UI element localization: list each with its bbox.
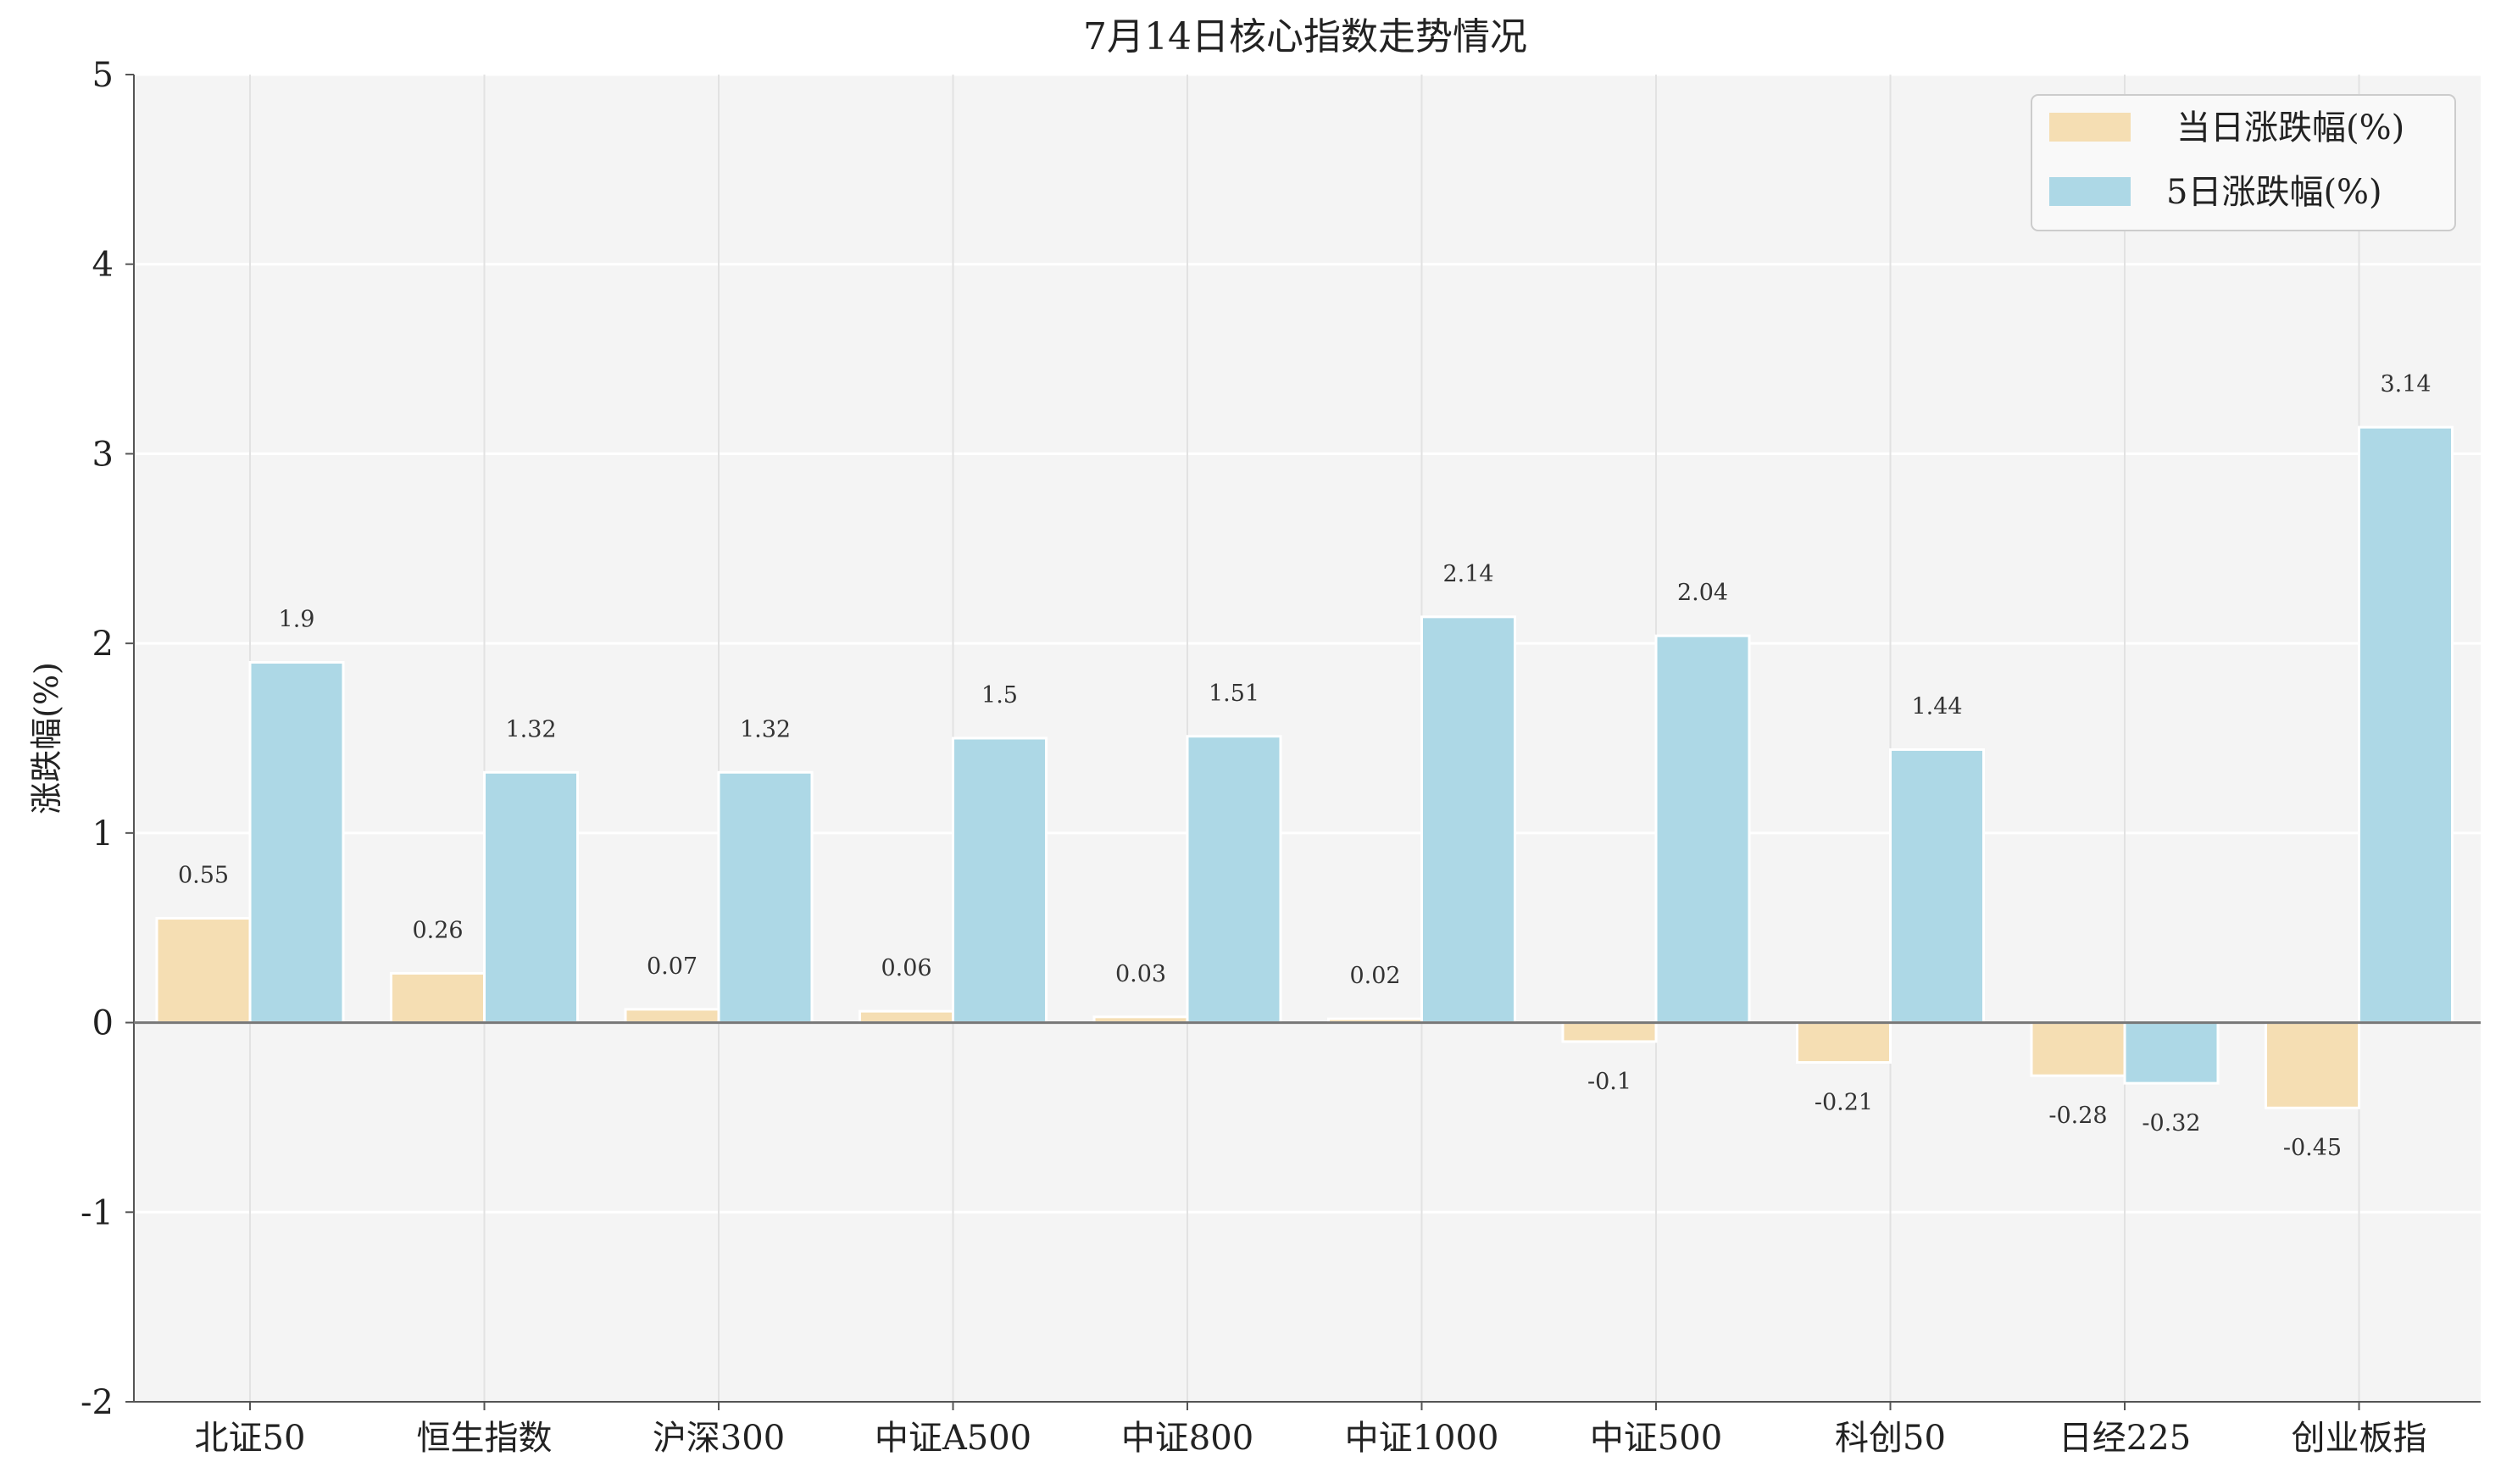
data-label: 0.03 (1115, 961, 1166, 987)
legend: 当日涨跌幅(%) 5日涨跌幅(%) (2031, 94, 2456, 231)
data-label: 1.51 (1209, 681, 1259, 707)
bar-5day (1654, 634, 1751, 1025)
x-tick-label: 中证800 (1121, 1419, 1253, 1458)
x-tick-label: 北证50 (195, 1419, 306, 1458)
y-tick-label: -2 (81, 1383, 114, 1422)
data-labels: 0.55 0.26 0.07 0.06 0.03 0.02 -0.1 -0.21 -0.28 -0… (178, 371, 2432, 1161)
data-label: -0.45 (2283, 1135, 2342, 1161)
y-tick-label: 4 (92, 246, 114, 285)
data-label: 0.02 (1349, 963, 1400, 989)
bar-5day (1889, 748, 1985, 1025)
y-tick-label: 2 (92, 625, 114, 664)
bar-daily (624, 1008, 720, 1025)
bar-daily (155, 917, 252, 1025)
bar-5day (1186, 735, 1282, 1025)
data-label: -0.28 (2048, 1103, 2107, 1129)
bar-daily (1561, 1021, 1658, 1043)
bar-daily (2030, 1021, 2126, 1077)
y-ticks: -2 -1 0 1 2 3 4 5 (81, 56, 134, 1422)
x-tick-label: 科创50 (1835, 1419, 1946, 1458)
data-label: 3.14 (2380, 371, 2431, 397)
chart-title: 7月14日核心指数走势情况 (1083, 15, 1527, 58)
data-label: 1.44 (1911, 693, 1962, 720)
bars (155, 425, 2454, 1109)
legend-box (2031, 94, 2456, 231)
bar-daily (390, 971, 486, 1025)
bar-daily (2265, 1021, 2360, 1109)
data-label: -0.21 (1815, 1090, 1873, 1116)
bar-5day (483, 770, 579, 1025)
data-label: 1.5 (981, 682, 1018, 709)
x-tick-label: 中证A500 (875, 1419, 1031, 1458)
data-label: -0.1 (1587, 1069, 1631, 1095)
data-label: 0.07 (647, 953, 698, 980)
bar-5day (248, 661, 345, 1025)
x-ticks: 北证50 恒生指数 沪深300 中证A500 中证800 中证1000 中证500 科创50 日… (195, 1402, 2427, 1458)
legend-swatch-daily (2049, 113, 2131, 142)
axes (133, 75, 2481, 1403)
bar-daily (1796, 1021, 1892, 1064)
data-label: 0.26 (412, 917, 463, 943)
data-label: 1.9 (279, 607, 315, 633)
bar-5day (952, 736, 1048, 1025)
bar-5day (2123, 1021, 2220, 1085)
y-tick-label: -1 (81, 1193, 114, 1232)
y-axis-label: 涨跌幅(%) (28, 662, 65, 814)
bar-5day (1420, 615, 1516, 1025)
plot-area (134, 75, 2481, 1402)
data-label: -0.32 (2142, 1110, 2200, 1137)
x-tick-label: 中证1000 (1345, 1419, 1499, 1458)
legend-label-5day: 5日涨跌幅(%) (2166, 173, 2382, 212)
y-tick-label: 0 (92, 1004, 114, 1043)
x-tick-label: 日经225 (2059, 1419, 2191, 1458)
bar-5day (717, 770, 814, 1025)
bar-5day (2358, 425, 2454, 1025)
y-tick-label: 1 (92, 814, 114, 853)
x-tick-label: 恒生指数 (417, 1419, 553, 1458)
legend-label-daily: 当日涨跌幅(%) (2176, 108, 2404, 147)
data-label: 0.55 (178, 863, 229, 889)
y-tick-label: 3 (92, 435, 114, 474)
data-label: 2.14 (1442, 561, 1493, 587)
x-tick-label: 中证500 (1590, 1419, 1722, 1458)
data-label: 1.32 (740, 716, 791, 742)
data-label: 0.06 (881, 955, 931, 981)
legend-swatch-5day (2049, 177, 2131, 206)
x-tick-label: 沪深300 (653, 1419, 785, 1458)
bar-daily (859, 1009, 954, 1025)
x-tick-label: 创业板指 (2292, 1419, 2427, 1458)
data-label: 2.04 (1677, 580, 1728, 606)
data-label: 1.32 (505, 716, 556, 742)
y-tick-label: 5 (92, 56, 114, 95)
